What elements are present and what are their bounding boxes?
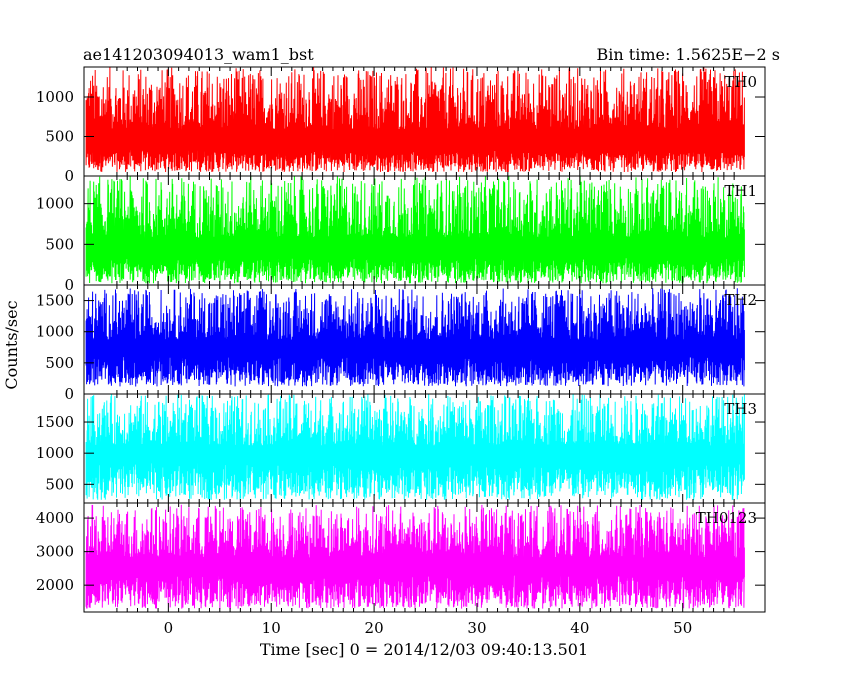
x-tick-label: 50 xyxy=(673,619,692,637)
y-tick-label: 2000 xyxy=(36,576,74,594)
series-label-th2: TH2 xyxy=(724,291,757,309)
panel-th0: 0 500 1000 TH0 xyxy=(36,66,766,185)
observation-title: ae141203094013_wam1_bst xyxy=(83,45,314,64)
panel-th3: 500 1000 1500 TH3 xyxy=(36,393,766,504)
series-label-th3: TH3 xyxy=(724,400,757,418)
y-tick-label: 1000 xyxy=(36,88,74,106)
series-label-th0123: TH0123 xyxy=(696,509,757,527)
x-tick-label: 10 xyxy=(262,619,281,637)
y-tick-label: 500 xyxy=(45,475,74,493)
y-tick-label: 0 xyxy=(64,167,74,185)
y-tick-label: 3000 xyxy=(36,543,74,561)
y-tick-label: 1500 xyxy=(36,292,74,310)
y-tick-label: 0 xyxy=(64,276,74,294)
y-tick-label: 1000 xyxy=(36,195,74,213)
y-tick-label: 1000 xyxy=(36,444,74,462)
y-tick-label: 4000 xyxy=(36,509,74,527)
y-tick-label: 500 xyxy=(45,128,74,146)
y-tick-label: 1500 xyxy=(36,413,74,431)
y-tick-label: 500 xyxy=(45,354,74,372)
series-line-th1 xyxy=(85,175,745,284)
panel-th0123: 2000 3000 4000 TH0123 xyxy=(36,502,766,613)
panel-th1: 0 500 1000 TH1 xyxy=(36,175,766,294)
x-axis-label: Time [sec] 0 = 2014/12/03 09:40:13.501 xyxy=(260,640,588,659)
y-tick-label: 1000 xyxy=(36,323,74,341)
y-tick-label: 0 xyxy=(64,385,74,403)
series-line-th3 xyxy=(85,393,745,500)
panel-th2: 0 500 1000 1500 TH2 xyxy=(36,284,766,403)
series-line-th0123 xyxy=(85,504,745,609)
panel-frame xyxy=(83,502,766,613)
y-axis-label: Counts/sec xyxy=(2,300,21,389)
x-tick-label: 20 xyxy=(365,619,384,637)
series-label-th1: TH1 xyxy=(724,182,757,200)
series-line-th0 xyxy=(85,67,745,173)
x-tick-label: 40 xyxy=(570,619,589,637)
x-tick-label: 0 xyxy=(164,619,174,637)
y-tick-label: 500 xyxy=(45,235,74,253)
bin-time-label: Bin time: 1.5625E−2 s xyxy=(597,45,780,64)
series-label-th0: TH0 xyxy=(724,73,757,91)
x-tick-label: 30 xyxy=(467,619,486,637)
series-line-th2 xyxy=(85,288,745,387)
